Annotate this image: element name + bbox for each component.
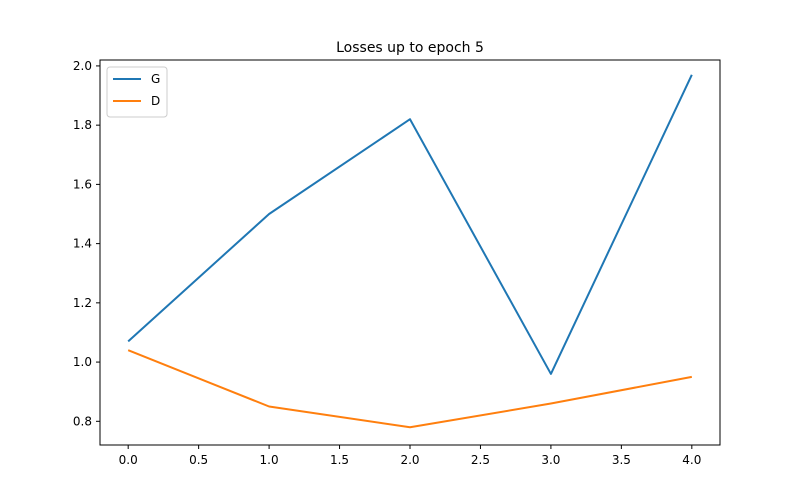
y-tick-label: 1.6 (73, 177, 92, 191)
x-tick-label: 0.0 (119, 453, 138, 467)
series-layer (127, 74, 693, 429)
y-axis: 0.8 1.0 1.2 1.4 1.6 1.8 2.0 (73, 59, 100, 428)
x-tick-label: 2.5 (471, 453, 490, 467)
x-tick-label: 4.0 (682, 453, 701, 467)
x-tick-label: 2.0 (400, 453, 419, 467)
y-tick-label: 1.4 (73, 237, 92, 251)
legend-label: G (151, 72, 160, 86)
x-tick-label: 3.5 (612, 453, 631, 467)
x-tick-label: 1.5 (330, 453, 349, 467)
x-tick-label: 3.0 (541, 453, 560, 467)
x-axis: 0.0 0.5 1.0 1.5 2.0 2.5 3.0 3.5 4.0 (119, 445, 701, 467)
x-tick-label: 0.5 (189, 453, 208, 467)
y-tick-label: 0.8 (73, 414, 92, 428)
x-tick-label: 1.0 (260, 453, 279, 467)
legend-label: D (151, 94, 160, 108)
y-tick-label: 1.0 (73, 355, 92, 369)
y-tick-label: 1.2 (73, 296, 92, 310)
legend: GD (106, 66, 168, 118)
y-tick-label: 2.0 (73, 59, 92, 73)
y-tick-label: 1.8 (73, 118, 92, 132)
chart-title: Losses up to epoch 5 (336, 40, 484, 56)
